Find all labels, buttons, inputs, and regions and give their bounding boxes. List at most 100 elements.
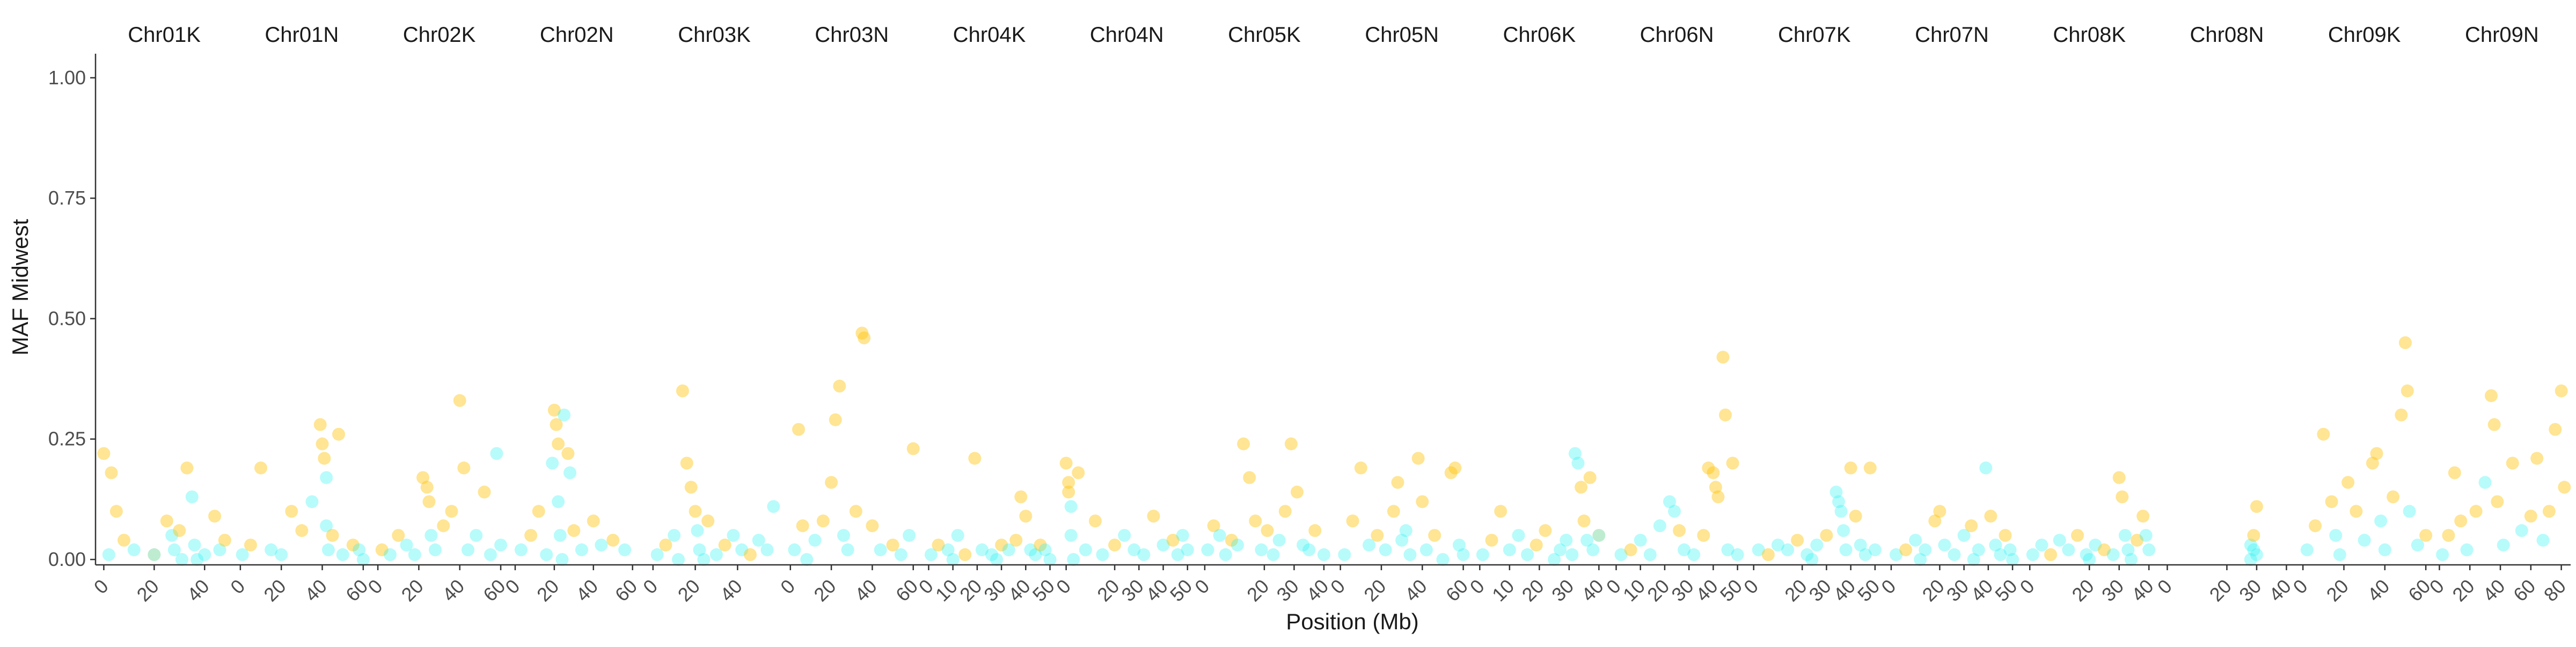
- data-point: [555, 553, 569, 566]
- x-tick-label: 0: [90, 575, 113, 598]
- data-point: [1494, 505, 1507, 518]
- data-point: [1565, 548, 1579, 562]
- data-point: [958, 548, 972, 562]
- data-point: [788, 543, 801, 557]
- data-point: [1858, 548, 1872, 562]
- data-point: [2542, 505, 2556, 518]
- data-point: [1255, 543, 1268, 557]
- data-point: [117, 534, 130, 547]
- x-tick-label: 80: [2540, 575, 2570, 606]
- data-point: [1476, 548, 1489, 562]
- data-point: [1354, 461, 1367, 475]
- data-point: [968, 452, 982, 465]
- x-tick-label: 40: [1577, 575, 1608, 606]
- data-point: [2044, 548, 2058, 562]
- data-point: [490, 447, 503, 460]
- data-point: [165, 529, 179, 542]
- data-point: [1624, 543, 1637, 557]
- data-point: [2387, 490, 2400, 504]
- data-point: [1290, 485, 1304, 499]
- data-point: [2136, 510, 2150, 523]
- x-tick-label: 30: [1547, 575, 1578, 606]
- data-point: [1863, 461, 1877, 475]
- panel-label: Chr09N: [2465, 23, 2539, 47]
- x-tick-label: 20: [1242, 575, 1273, 606]
- y-axis-title: MAF Midwest: [8, 219, 33, 355]
- data-point: [855, 326, 869, 340]
- data-point: [191, 553, 204, 566]
- x-tick-label: 20: [1359, 575, 1390, 606]
- data-point: [2244, 539, 2257, 552]
- data-point: [2003, 543, 2017, 557]
- data-point: [1687, 548, 1701, 562]
- data-point: [1919, 543, 1932, 557]
- data-point: [1820, 529, 1833, 542]
- data-point: [437, 519, 450, 533]
- data-point: [1673, 524, 1686, 537]
- data-point: [1072, 466, 1085, 479]
- data-point: [1231, 539, 1244, 552]
- data-point: [1043, 553, 1057, 566]
- data-point: [422, 495, 436, 508]
- data-point: [1709, 481, 1722, 494]
- data-point: [550, 418, 563, 431]
- data-point: [668, 529, 681, 542]
- data-point: [1448, 461, 1462, 475]
- data-point: [2530, 452, 2544, 465]
- data-point: [180, 461, 194, 475]
- data-point: [2142, 543, 2156, 557]
- data-point: [1213, 529, 1226, 542]
- data-point: [1024, 543, 1037, 557]
- data-point: [552, 495, 565, 508]
- data-point: [2378, 543, 2391, 557]
- x-tick-label: 50: [1166, 575, 1196, 606]
- data-point: [1994, 548, 2007, 562]
- data-point: [1702, 461, 1715, 475]
- data-point: [1716, 351, 1730, 364]
- data-point: [2491, 495, 2504, 508]
- data-point: [1989, 539, 2002, 552]
- data-point: [1571, 456, 1585, 470]
- data-point: [2350, 505, 2363, 518]
- data-point: [1568, 447, 1582, 460]
- x-tick-label: 20: [809, 575, 840, 606]
- data-point: [693, 543, 706, 557]
- data-point: [676, 384, 689, 397]
- data-point: [332, 427, 346, 441]
- x-tick-label: 20: [2322, 575, 2353, 606]
- data-point: [1225, 534, 1238, 547]
- data-point: [2071, 529, 2084, 542]
- x-tick-label: 30: [2235, 575, 2265, 606]
- data-point: [425, 529, 438, 542]
- x-tick-label: 0: [2153, 575, 2176, 598]
- data-point: [2309, 519, 2322, 533]
- data-point: [1444, 466, 1458, 479]
- data-point: [575, 543, 588, 557]
- data-point: [198, 548, 211, 562]
- data-point: [995, 539, 1008, 552]
- data-point: [408, 548, 421, 562]
- x-tick-label: 0: [1466, 575, 1489, 598]
- x-tick-label: 0: [639, 575, 662, 598]
- x-tick-label: 20: [2205, 575, 2236, 606]
- data-point: [1957, 529, 1971, 542]
- data-point: [1062, 476, 1075, 489]
- data-point: [1771, 539, 1784, 552]
- data-point: [524, 529, 538, 542]
- panel-label: Chr07N: [1915, 23, 1989, 47]
- data-point: [2317, 427, 2330, 441]
- data-point: [2329, 529, 2343, 542]
- x-tick-label: 60: [2509, 575, 2540, 606]
- data-point: [375, 543, 389, 557]
- data-point: [2250, 500, 2263, 513]
- data-point: [2006, 553, 2019, 566]
- data-point: [1577, 514, 1591, 528]
- x-tick-label: 40: [1302, 575, 1333, 606]
- data-point: [2403, 505, 2416, 518]
- data-point: [829, 413, 842, 426]
- data-point: [1064, 529, 1078, 542]
- data-point: [320, 471, 333, 484]
- x-tick-label: 20: [397, 575, 428, 606]
- axes: 0.000.250.500.751.000 20 40 0 20 40 600 20 40 600…: [48, 54, 2571, 606]
- x-tick-label: 0: [2289, 575, 2312, 598]
